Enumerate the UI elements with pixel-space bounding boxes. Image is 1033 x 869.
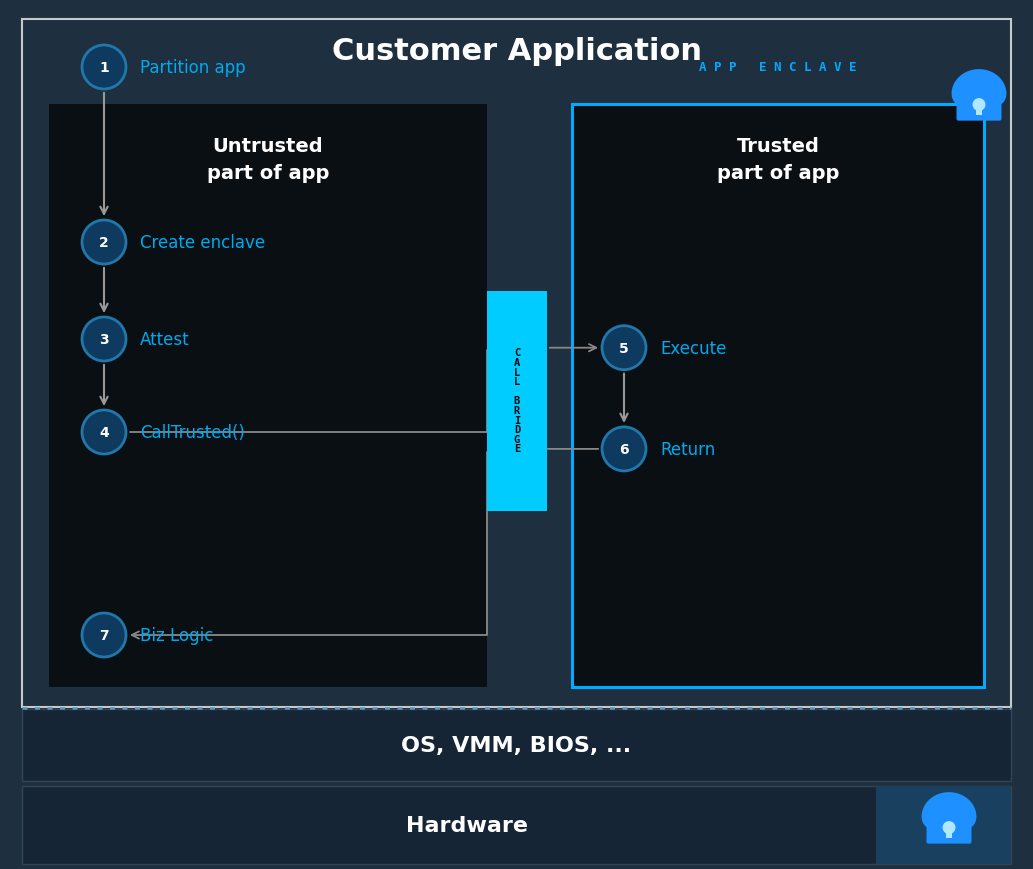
- Text: Trusted
part of app: Trusted part of app: [717, 137, 839, 182]
- Text: C
A
L
L
 
B
R
I
D
G
E: C A L L B R I D G E: [513, 348, 521, 454]
- Circle shape: [82, 410, 126, 454]
- Text: Untrusted
part of app: Untrusted part of app: [207, 137, 330, 182]
- Circle shape: [82, 614, 126, 657]
- Text: Customer Application: Customer Application: [332, 37, 701, 66]
- Text: 7: 7: [99, 628, 108, 642]
- Text: Execute: Execute: [660, 339, 726, 357]
- Text: Attest: Attest: [140, 330, 190, 348]
- FancyBboxPatch shape: [487, 291, 547, 511]
- FancyBboxPatch shape: [946, 829, 951, 838]
- Circle shape: [82, 318, 126, 362]
- Text: 4: 4: [99, 426, 108, 440]
- Text: OS, VMM, BIOS, ...: OS, VMM, BIOS, ...: [402, 735, 631, 755]
- Text: A P P   E N C L A V E: A P P E N C L A V E: [699, 62, 856, 75]
- FancyBboxPatch shape: [22, 709, 1011, 781]
- Circle shape: [973, 100, 984, 111]
- Text: 3: 3: [99, 333, 108, 347]
- Text: 5: 5: [619, 342, 629, 355]
- FancyBboxPatch shape: [49, 105, 487, 687]
- Text: 6: 6: [619, 442, 629, 456]
- FancyBboxPatch shape: [976, 107, 981, 116]
- Text: CallTrusted(): CallTrusted(): [140, 423, 245, 441]
- FancyBboxPatch shape: [22, 20, 1011, 707]
- Circle shape: [943, 822, 954, 833]
- Text: Create enclave: Create enclave: [140, 234, 265, 252]
- FancyBboxPatch shape: [957, 90, 1001, 122]
- Text: 1: 1: [99, 61, 108, 75]
- FancyBboxPatch shape: [572, 105, 984, 687]
- FancyBboxPatch shape: [876, 786, 1011, 864]
- Circle shape: [82, 46, 126, 90]
- Circle shape: [82, 221, 126, 265]
- Text: Biz Logic: Biz Logic: [140, 627, 214, 644]
- Text: Hardware: Hardware: [406, 815, 528, 835]
- Text: Return: Return: [660, 441, 715, 458]
- Circle shape: [602, 327, 646, 370]
- FancyBboxPatch shape: [22, 786, 1011, 864]
- Text: Partition app: Partition app: [140, 59, 246, 77]
- Text: 2: 2: [99, 235, 108, 249]
- FancyBboxPatch shape: [927, 812, 971, 844]
- Circle shape: [602, 428, 646, 471]
